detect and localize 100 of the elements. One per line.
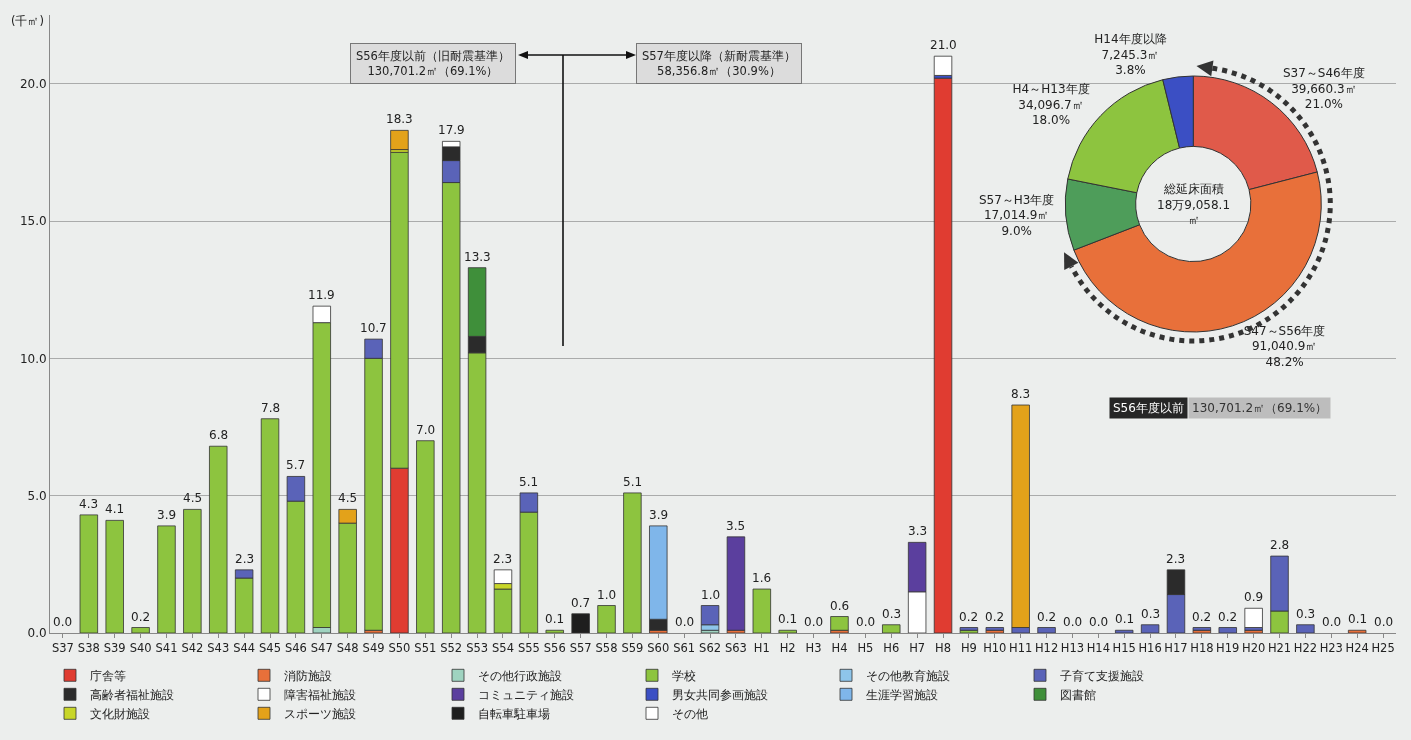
total-label: 1.6 [752, 571, 772, 585]
total-label: 0.3 [1141, 607, 1161, 621]
legend-label: 学校 [672, 668, 696, 683]
total-label: 2.3 [493, 552, 513, 566]
x-tick-label: S50 [388, 640, 411, 655]
x-tick-label: S37 [51, 640, 74, 655]
legend-label: 自転車駐車場 [478, 706, 550, 721]
legend-label: 庁舎等 [90, 668, 126, 683]
y-tick-label: 10.0 [19, 351, 47, 366]
bar [623, 492, 642, 633]
bar [571, 613, 590, 633]
x-tick-label: S52 [440, 640, 463, 655]
bar [545, 629, 564, 633]
data-label: 17,014.9㎡ 9.0% [983, 208, 1050, 238]
legend-label: 障害福祉施設 [284, 687, 356, 702]
legend-label: 子育て支援施設 [1060, 668, 1144, 683]
x-tick-label: S48 [336, 640, 359, 655]
total-label: 6.8 [209, 428, 229, 442]
bar [778, 629, 797, 633]
total-label: 4.5 [183, 491, 203, 505]
legend-label: スポーツ施設 [284, 706, 356, 721]
total-label: 2.3 [235, 552, 255, 566]
legend-label: 消防施設 [284, 668, 332, 683]
total-label: 5.7 [286, 458, 306, 472]
x-tick-label: S47 [310, 640, 333, 655]
x-tick-label: S51 [414, 640, 437, 655]
y-tick-label: 0.0 [27, 626, 47, 641]
total-label: 0.2 [985, 610, 1005, 624]
bar [726, 536, 746, 631]
x-tick-label: S40 [129, 640, 152, 655]
x-tick-label: H22 [1293, 640, 1318, 655]
x-tick-label: S46 [284, 640, 307, 655]
bar [1347, 629, 1367, 633]
total-label: 0.2 [131, 610, 151, 624]
y-axis-title: (千㎡) [11, 14, 44, 28]
total-label: 7.0 [416, 423, 436, 437]
x-tick-label: S53 [466, 640, 489, 655]
x-tick-label: H24 [1345, 640, 1369, 655]
total-label: 3.9 [157, 508, 177, 522]
legend-label: 男女共同参画施設 [672, 687, 768, 702]
total-label: 4.3 [79, 497, 99, 511]
total-label: 0.7 [571, 596, 591, 610]
legend-label: 生涯学習施設 [866, 687, 938, 702]
text: 0.0 [1322, 615, 1342, 629]
bar [830, 616, 849, 631]
total-label: 0.1 [545, 612, 565, 626]
annotation: S56年度以前（旧耐震基準） 130,701.2㎡（69.1%） [356, 49, 510, 78]
bar [933, 55, 953, 76]
bar [183, 509, 202, 633]
total-label: 0.1 [778, 612, 798, 626]
bar [416, 440, 435, 633]
slice-label: H14年度以降 [1094, 32, 1167, 47]
x-tick-label: S43 [207, 640, 230, 655]
total-label: 17.9 [438, 123, 465, 137]
x-tick-label: S49 [362, 640, 385, 655]
total-label: 7.8 [261, 401, 281, 415]
total-label: 0.2 [959, 610, 979, 624]
total-label: 2.8 [1270, 538, 1290, 552]
legend-label: その他行政施設 [478, 668, 562, 683]
data-label: 39,660.3㎡ 21.0% [1291, 81, 1357, 112]
y-tick-label: 5.0 [27, 488, 47, 503]
bar [131, 627, 150, 633]
total-label: 3.5 [726, 519, 746, 533]
bar [105, 519, 124, 633]
x-tick-label: S61 [673, 640, 696, 655]
x-tick-label: S45 [259, 640, 281, 655]
x-tick-label: S60 [647, 640, 670, 655]
text: 0.0 [1089, 615, 1109, 629]
x-tick-label: H2 [779, 640, 796, 655]
bar [1037, 627, 1056, 633]
total-label: 0.2 [1192, 610, 1212, 624]
x-tick-label: H4 [831, 640, 848, 655]
total-label: 0.1 [1348, 612, 1368, 626]
bar [260, 418, 280, 633]
total-label: 13.3 [464, 250, 491, 264]
bar [882, 624, 901, 633]
y-tick-label: 15.0 [19, 214, 47, 229]
text: 0.0 [53, 615, 73, 629]
x-tick-label: H11 [1009, 640, 1033, 655]
text: 0.0 [804, 615, 824, 629]
x-tick-label: S63 [724, 640, 747, 655]
slice-label: S57～H3年度 [978, 192, 1055, 207]
total-label: 0.2 [1218, 610, 1238, 624]
total-label: 1.0 [597, 588, 617, 602]
x-tick-label: S58 [595, 640, 618, 655]
total-label: 5.1 [623, 475, 643, 489]
total-label: 2.3 [1166, 552, 1186, 566]
total-label: 1.0 [701, 588, 721, 602]
bar [390, 129, 409, 150]
legend-label: 文化財施設 [90, 706, 150, 721]
bar [157, 525, 176, 633]
x-tick-label: H8 [935, 640, 951, 655]
bar [597, 605, 616, 633]
x-tick-label: H3 [805, 640, 822, 655]
total-label: 21.0 [930, 38, 957, 52]
x-tick-label: H14 [1086, 640, 1110, 655]
text: 0.0 [1374, 615, 1394, 629]
x-tick-label: S55 [517, 640, 540, 655]
x-tick-label: S41 [155, 640, 178, 655]
data-label: 34,096.7㎡ 18.0% [1018, 97, 1084, 128]
